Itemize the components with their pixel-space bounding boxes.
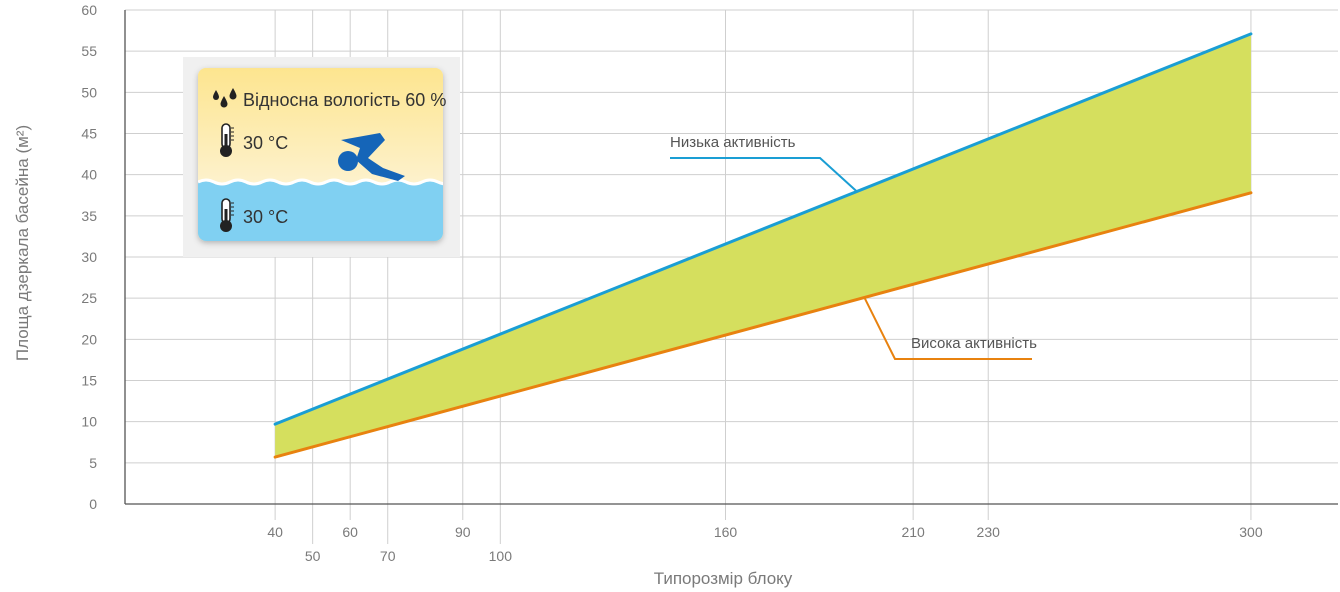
y-tick-label: 25 xyxy=(81,290,97,306)
x-tick-label: 230 xyxy=(977,524,1001,540)
x-tick-label: 40 xyxy=(267,524,283,540)
x-tick-label: 160 xyxy=(714,524,738,540)
x-axis-title: Типорозмір блоку xyxy=(654,569,793,588)
water-temperature-text: 30 °C xyxy=(243,207,288,227)
x-tick-label: 60 xyxy=(342,524,358,540)
y-tick-label: 45 xyxy=(81,126,97,142)
x-tick-label: 70 xyxy=(380,548,396,564)
humidity-text: Відносна вологість 60 % xyxy=(243,90,446,110)
y-tick-label: 5 xyxy=(89,455,97,471)
air-temperature-text: 30 °C xyxy=(243,133,288,153)
y-tick-label: 30 xyxy=(81,249,97,265)
info-box: Відносна вологість 60 % 30 °C 30 xyxy=(183,57,460,257)
water-drops-icon xyxy=(213,88,237,108)
y-tick-label: 20 xyxy=(81,331,97,347)
y-tick-label: 10 xyxy=(81,414,97,430)
annotation-high-activity: Висока активність xyxy=(911,335,1037,352)
y-tick-label: 35 xyxy=(81,208,97,224)
x-tick-label: 300 xyxy=(1239,524,1263,540)
annotation-low-activity: Низька активність xyxy=(670,134,796,151)
x-tick-label: 100 xyxy=(489,548,513,564)
x-tick-label: 90 xyxy=(455,524,471,540)
series-lines xyxy=(273,32,1253,459)
axes xyxy=(124,10,1338,544)
annotation-high-leader xyxy=(863,297,1032,360)
y-tick-label: 0 xyxy=(89,496,97,512)
high-activity-line xyxy=(273,191,1253,459)
annotation-low-leader xyxy=(670,157,858,193)
tick-labels: 0 5 10 15 20 25 30 35 40 45 50 55 60 40 60 90 160 210 230 3… xyxy=(81,2,1262,564)
y-axis-title: Площа дзеркала басейна (м²) xyxy=(13,125,32,361)
y-tick-label: 15 xyxy=(81,373,97,389)
thermometer-icon xyxy=(220,198,234,232)
thermometer-icon xyxy=(220,123,234,157)
annotations: Низька активність Висока активність xyxy=(670,134,1037,360)
water-area xyxy=(198,180,443,241)
swimmer-icon xyxy=(338,133,405,181)
activity-band xyxy=(275,33,1251,458)
y-tick-label: 55 xyxy=(81,43,97,59)
low-activity-line xyxy=(273,32,1253,426)
activity-band-area xyxy=(275,33,1251,458)
y-tick-label: 40 xyxy=(81,167,97,183)
y-tick-label: 60 xyxy=(81,2,97,18)
y-tick-label: 50 xyxy=(81,84,97,100)
x-tick-label: 210 xyxy=(901,524,925,540)
x-tick-label: 50 xyxy=(305,548,321,564)
